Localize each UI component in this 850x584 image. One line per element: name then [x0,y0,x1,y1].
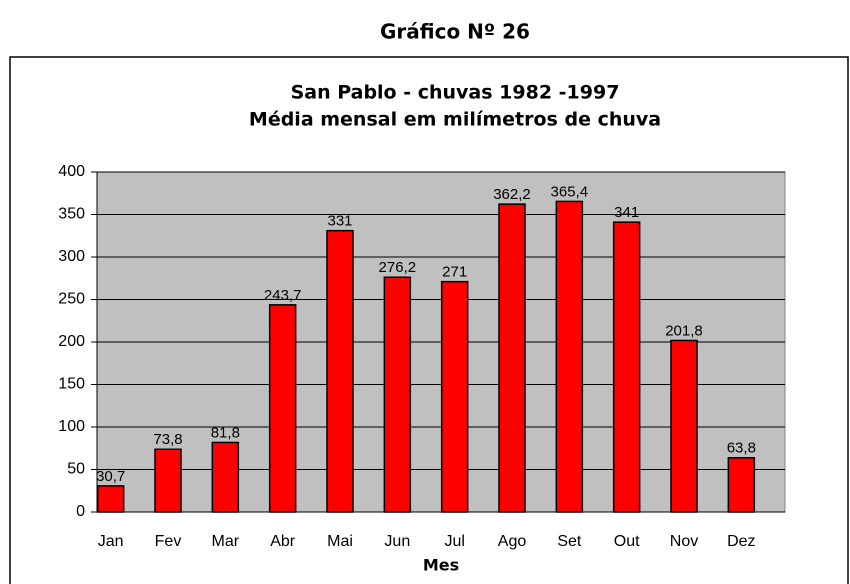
bar [498,203,526,513]
bar [727,457,756,513]
x-tick-label: Jan [98,533,124,550]
x-tick-label: Jul [444,533,464,550]
x-axis-label: Mes [423,556,459,575]
y-tick-label: 400 [58,163,85,180]
bar [383,276,412,513]
value-label: 201,8 [665,322,703,339]
value-label: 365,4 [551,183,589,200]
value-label: 362,2 [493,186,531,203]
y-tick-label: 150 [58,376,85,393]
bar [326,229,354,513]
chart-title: San Pablo - chuvas 1982 -1997 [291,82,620,104]
y-tick-label: 100 [58,418,85,435]
y-tick-label: 300 [58,248,85,265]
bar [268,304,297,513]
y-tick-label: 200 [58,333,85,350]
x-tick-label: Abr [270,533,296,550]
x-tick-label: Fev [155,533,182,550]
y-tick-label: 50 [67,461,85,478]
value-label: 271 [442,264,467,281]
bar [211,441,240,513]
value-label: 276,2 [379,259,417,276]
x-tick-label: Nov [670,533,698,550]
x-tick-label: Ago [498,533,527,550]
bar [670,339,698,513]
x-tick-label: Jun [384,533,410,550]
x-tick-label: Out [614,533,640,550]
bar [96,485,125,513]
x-tick-label: Dez [727,533,755,550]
page-title: Gráfico Nº 26 [380,20,530,44]
bar [440,280,469,513]
value-label: 30,7 [96,468,125,485]
bar [555,200,584,513]
y-tick-label: 0 [76,503,85,520]
x-tick-label: Mai [327,533,353,550]
value-label: 73,8 [153,431,182,448]
bar [154,448,182,513]
x-tick-label: Set [557,533,582,550]
y-tick-label: 250 [58,291,85,308]
value-label: 243,7 [264,287,302,304]
chart-subtitle: Média mensal em milímetros de chuva [249,109,661,131]
bar [612,221,641,513]
y-tick-label: 350 [58,206,85,223]
value-label: 341 [614,204,639,221]
value-label: 331 [327,213,352,230]
value-label: 81,8 [211,424,240,441]
x-tick-label: Mar [212,533,240,550]
value-label: 63,8 [727,440,756,457]
